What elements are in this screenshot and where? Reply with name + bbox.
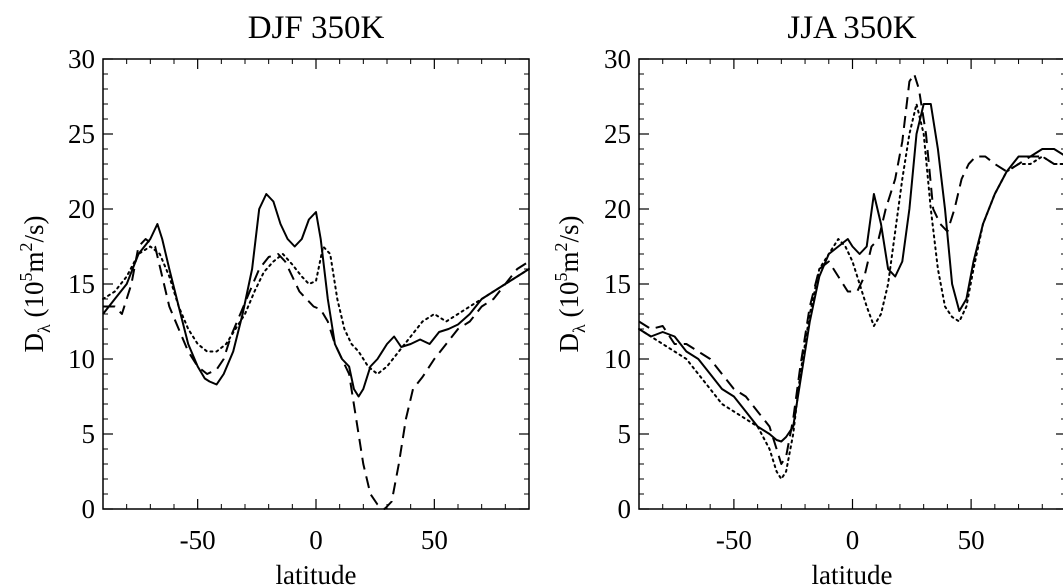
chart-title: DJF 350K [248, 10, 385, 46]
series-line-dotted [638, 103, 1063, 480]
tick-marks: -50 0 50 0 5 10 15 20 25 30 [68, 44, 529, 555]
tick-marks: -50 0 50 0 5 10 15 20 25 30 [604, 44, 1063, 555]
y-tick-label: 10 [68, 344, 95, 374]
panel-jja: JJA 350K -50 0 50 0 5 10 15 20 25 30 latitude Dλ … [551, 10, 1063, 588]
series-line-dotted [102, 245, 530, 375]
y-axis-label: Dλ (105m2/s) [16, 216, 54, 353]
series-group [638, 73, 1063, 480]
y-tick-label: 20 [68, 194, 95, 224]
x-tick-label: 0 [846, 525, 860, 555]
series-line-dashed [638, 73, 1063, 465]
y-tick-label: 20 [604, 194, 631, 224]
y-tick-label: 30 [68, 44, 95, 74]
series-line-solid [638, 103, 1063, 443]
x-tick-label: 0 [309, 525, 323, 555]
y-tick-label: 0 [82, 494, 96, 524]
x-axis-label: latitude [812, 560, 893, 588]
y-tick-label: 15 [68, 269, 95, 299]
series-line-solid [102, 193, 530, 398]
y-tick-label: 10 [604, 344, 631, 374]
y-tick-label: 30 [604, 44, 631, 74]
x-tick-label: -50 [716, 525, 752, 555]
chart-title: JJA 350K [787, 10, 916, 46]
y-tick-label: 5 [82, 419, 96, 449]
x-tick-label: 50 [958, 525, 985, 555]
plot-frame [638, 58, 1063, 510]
x-tick-label: -50 [180, 525, 216, 555]
y-tick-label: 25 [68, 119, 95, 149]
panel-djf: DJF 350K -50 0 50 0 5 10 15 20 25 30 latitude Dλ … [16, 10, 530, 588]
y-tick-label: 15 [604, 269, 631, 299]
y-tick-label: 25 [604, 119, 631, 149]
series-line-dashed [103, 238, 530, 510]
y-tick-label: 5 [618, 419, 632, 449]
x-axis-label: latitude [276, 560, 357, 588]
series-group [102, 193, 530, 510]
plot-frame [102, 58, 530, 510]
y-tick-label: 0 [618, 494, 632, 524]
y-axis-label: Dλ (105m2/s) [551, 216, 589, 353]
x-tick-label: 50 [421, 525, 448, 555]
